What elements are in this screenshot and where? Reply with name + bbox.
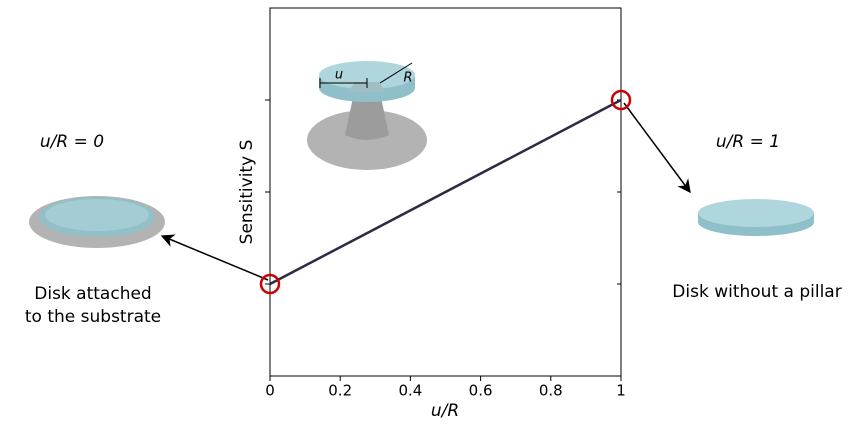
attached-disk <box>29 196 165 248</box>
annotation: u/R = 1 <box>716 132 780 152</box>
annotation: u/R = 0 <box>40 132 104 152</box>
inset-label: R <box>403 71 412 86</box>
inset-disk <box>307 61 427 170</box>
x-axis-label: u/R <box>431 401 459 421</box>
y-axis-label: Sensitivity S <box>237 140 257 245</box>
free-disk <box>698 199 814 236</box>
caption: Disk without a pillar <box>672 282 841 302</box>
caption: to the substrate <box>25 307 161 327</box>
arrow <box>160 234 269 281</box>
line <box>269 98 622 286</box>
x-tick-label: 0.6 <box>469 382 493 400</box>
arrow <box>623 102 691 194</box>
x-tick-label: 0.8 <box>539 382 563 400</box>
x-tick-label: 1 <box>616 382 626 400</box>
x-tick-label: 0 <box>265 382 275 400</box>
caption: Disk attached <box>34 284 151 304</box>
marker <box>259 273 281 295</box>
marker <box>610 89 632 111</box>
x-tick-label: 0.4 <box>398 382 422 400</box>
x-tick-label: 0.2 <box>328 382 352 400</box>
inset-label: u <box>335 68 343 83</box>
